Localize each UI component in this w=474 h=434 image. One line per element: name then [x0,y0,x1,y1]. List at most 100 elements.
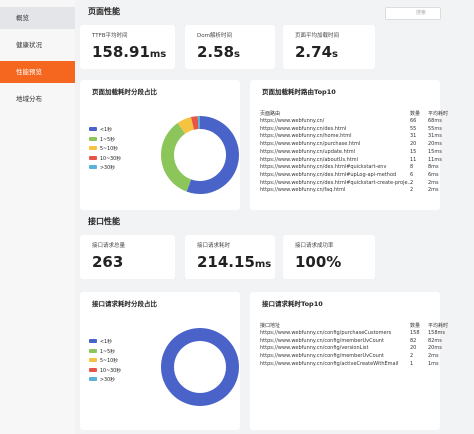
table-cell: https://www.webfunny.cn/config/memberUvC… [260,337,384,344]
legend-swatch [89,127,97,131]
kpi-value: 263 [92,253,123,271]
sidebar: 概览健康状况性能预览地域分布 [0,0,75,434]
table-cell: 15 [410,148,417,155]
table-cell: 66 [410,118,417,124]
kpi-card: 页面平均加载时间 2.74s [283,25,375,69]
legend-label: 1~5秒 [100,349,115,355]
legend-swatch [89,358,97,362]
legend-swatch [89,165,97,169]
kpi-card: Dom解析时间 2.58s [185,25,275,69]
donut-card: 页面加载耗时分段占比 <1秒 1~5秒 5~10秒 10~30秒 >30秒 [80,80,240,210]
table-cell: 82ms [428,337,442,344]
kpi-value: 2.58s [197,43,240,61]
donut-chart [160,328,239,406]
table-cell: 20ms [428,141,442,148]
donut-card: 接口请求耗时分段占比 <1秒 1~5秒 5~10秒 10~30秒 >30秒 [80,292,240,430]
table-header: 接口地址 [260,323,281,329]
table-cell: 1 [410,360,414,367]
card-title: 接口请求耗时分段占比 [92,300,157,308]
kpi-number: 214.15 [197,253,255,271]
table-cell: https://www.webfunny.cn/aboutUs.html [260,156,359,163]
table-cell: 2ms [428,187,439,194]
table-cell: 6ms [428,171,439,178]
table-cell: 2ms [428,179,439,186]
table-cell: 2 [410,179,414,186]
table-cell: 11 [410,156,417,163]
section-title: 接口性能 [88,217,120,226]
table-header: 平均耗时 [428,111,449,117]
legend-label: >30秒 [100,166,115,171]
table-cell: https://www.webfunny.cn/des.html [260,125,347,132]
table-cell: 6 [410,171,414,178]
table-cell: https://www.webfunny.cn/config/purchaseC… [260,330,392,336]
donut-segment [191,116,199,130]
card-title: 接口请求耗时Top10 [262,300,323,308]
table-cell: https://www.webfunny.cn/home.html [260,133,352,140]
kpi-card: 接口请求耗时 214.15ms [185,235,275,279]
table-cell: https://www.webfunny.cn/des.html#upLog-a… [260,171,397,178]
legend-item: 1~5秒 [89,348,115,355]
table-cell: 1ms [428,360,439,367]
table-card: 页面加载耗时路由Top10 页面路由 数量 平均耗时 https://www.webfu… [250,80,448,210]
nav-item[interactable]: 概览 [0,7,75,29]
table-cell: 8ms [428,164,439,171]
legend-label: >30秒 [100,378,115,383]
kpi-unit: s [234,49,240,60]
table-cell: 2 [410,187,414,194]
legend-label: <1秒 [100,128,112,133]
table-cell: 55ms [428,125,442,132]
legend-swatch [89,339,97,343]
table-cell: https://www.webfunny.cn/faq.html [260,187,346,194]
kpi-value: 2.74s [295,43,338,61]
table-cell: 158 [410,330,420,336]
legend-item: <1秒 [89,126,112,133]
legend-label: 10~30秒 [100,368,122,374]
table-cell: 8 [410,164,414,171]
table-cell: 20 [410,141,417,148]
table-cell: https://www.webfunny.cn/ [260,118,325,124]
kpi-label: Dom解析时间 [197,33,232,39]
table-cell: 20ms [428,345,442,352]
legend-item: 10~30秒 [89,367,122,374]
kpi-number: 263 [92,253,124,271]
legend-label: <1秒 [100,340,112,345]
legend-swatch [89,348,97,353]
table-cell: 11ms [428,156,442,163]
table-header: 平均耗时 [428,323,449,329]
table-header: 数量 [410,111,421,117]
kpi-label: 接口请求总量 [92,243,126,249]
card-title: 页面加载耗时路由Top10 [262,88,336,96]
table-cell: 68ms [428,118,442,124]
kpi-card: 接口请求成功率 100% [283,235,375,279]
table-cell: https://www.webfunny.cn/config/memberUvC… [260,353,384,360]
donut-segment [161,123,192,192]
table-cell: 158ms [428,330,446,336]
kpi-value: 100% [295,253,341,271]
donut-segment [186,116,240,194]
search-box[interactable]: 搜索 [385,7,441,20]
kpi-unit: s [332,49,338,60]
kpi-number: 158.91 [92,43,150,61]
table-cell: https://www.webfunny.cn/des.html#quickst… [260,164,387,171]
table-cell: 2ms [428,353,439,360]
table-cell: 31 [410,133,417,140]
kpi-value: 214.15ms [197,253,271,271]
donut-segment [177,117,195,134]
kpi-unit: ms [149,49,167,60]
table-header: 数量 [410,323,421,329]
kpi-number: 100% [295,253,342,271]
legend-swatch [89,367,97,372]
table-cell: 20 [410,345,417,352]
nav-item[interactable]: 地域分布 [16,95,42,103]
table-cell: https://www.webfunny.cn/config/versionLi… [260,345,369,352]
table-header: 页面路由 [260,111,281,117]
table-cell: https://www.webfunny.cn/update.html [260,148,355,155]
nav-item[interactable]: 性能预览 [0,61,75,83]
legend-label: 1~5秒 [100,137,115,143]
nav-item[interactable]: 健康状况 [16,41,42,49]
donut-chart [161,116,240,194]
kpi-label: 接口请求成功率 [295,243,334,249]
legend-swatch [89,146,97,150]
legend-label: 5~10秒 [100,147,118,152]
kpi-label: TTFB平均时间 [92,33,128,39]
